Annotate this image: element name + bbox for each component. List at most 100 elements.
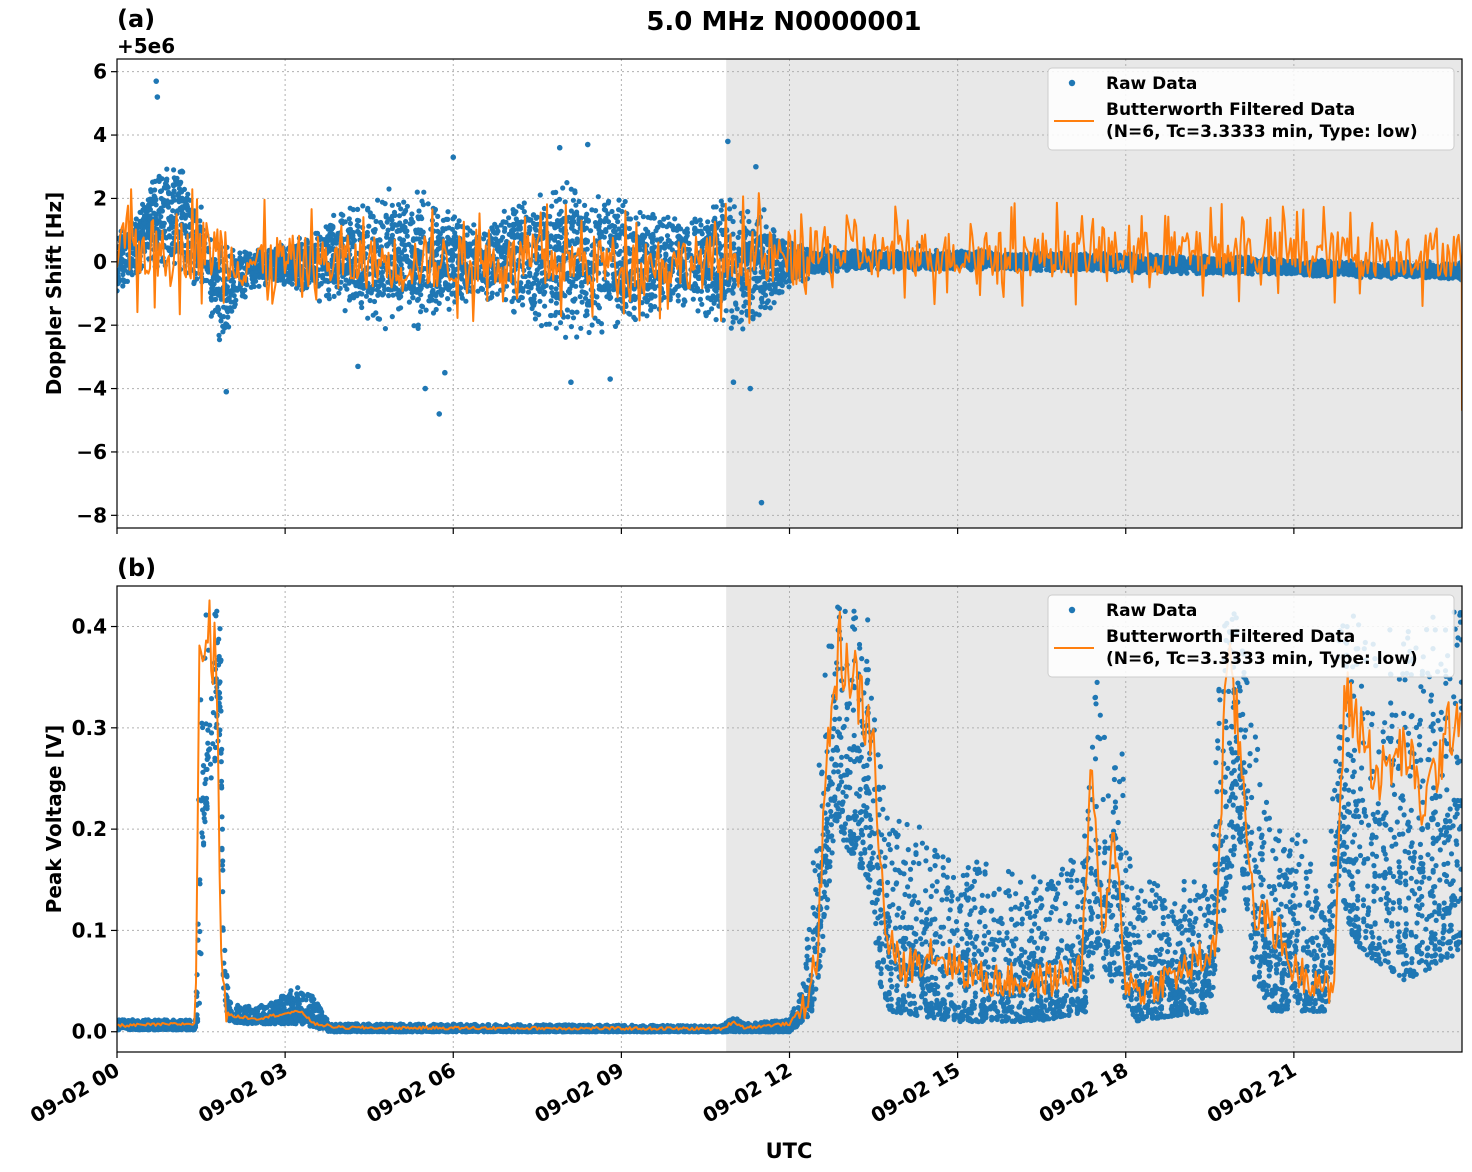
raw-data-point	[786, 284, 792, 290]
raw-data-point	[633, 215, 639, 221]
raw-data-point	[510, 308, 517, 314]
raw-data-point	[416, 208, 422, 214]
raw-data-point	[654, 225, 661, 231]
raw-data-point	[541, 205, 548, 212]
raw-data-point	[404, 228, 410, 234]
raw-data-point	[717, 220, 723, 226]
raw-data-point	[414, 189, 420, 195]
raw-data-point	[409, 211, 415, 217]
raw-data-point	[530, 301, 536, 307]
raw-data-point	[359, 304, 365, 311]
raw-data-point	[736, 319, 743, 325]
raw-data-point	[389, 202, 395, 208]
raw-data-point	[692, 226, 698, 232]
raw-data-point	[419, 303, 425, 309]
raw-data-point	[360, 203, 366, 209]
raw-data-point	[525, 289, 532, 295]
raw-data-point	[599, 329, 605, 335]
raw-data-point	[697, 296, 704, 302]
raw-data-point	[408, 216, 414, 222]
raw-data-point	[421, 189, 427, 195]
raw-data-point	[481, 236, 487, 242]
raw-data-point	[120, 283, 126, 289]
raw-data-point	[627, 311, 633, 317]
raw-data-point	[713, 204, 719, 210]
raw-data-point	[436, 300, 442, 306]
raw-data-point	[456, 218, 462, 224]
raw-data-point	[237, 250, 243, 256]
raw-data-point	[770, 227, 776, 233]
raw-data-point	[566, 290, 573, 296]
raw-data-point	[609, 208, 615, 215]
raw-data-point	[762, 292, 769, 298]
raw-data-point	[433, 222, 439, 228]
raw-data-point	[216, 337, 223, 343]
raw-data-point	[550, 190, 556, 196]
plot-area	[117, 78, 1462, 506]
x-axis-label: UTC	[766, 1139, 813, 1163]
raw-data-point	[415, 322, 421, 328]
raw-data-point	[631, 293, 637, 299]
raw-data-point	[783, 279, 789, 285]
raw-data-point	[191, 279, 197, 285]
raw-data-point	[573, 283, 579, 289]
raw-data-point	[220, 329, 226, 335]
raw-data-point	[626, 225, 633, 232]
raw-data-point	[366, 223, 372, 229]
raw-data-point	[513, 216, 519, 222]
raw-data-point	[435, 213, 441, 219]
raw-data-point	[689, 220, 695, 226]
raw-data-point	[403, 207, 409, 214]
raw-data-point	[418, 309, 424, 315]
raw-data-point	[373, 218, 379, 224]
raw-data-point	[218, 318, 224, 324]
raw-data-point	[612, 323, 619, 329]
raw-data-point	[553, 286, 559, 292]
raw-data-point	[355, 206, 361, 212]
raw-data-point	[728, 325, 734, 331]
raw-data-point	[519, 295, 525, 301]
raw-data-point	[446, 225, 452, 231]
raw-data-point	[367, 297, 373, 304]
raw-data-point	[177, 169, 183, 175]
figure-title: 5.0 MHz N0000001	[646, 7, 921, 37]
raw-data-point	[449, 290, 455, 296]
raw-data-point	[500, 234, 506, 240]
raw-data-point	[709, 306, 715, 312]
raw-data-point	[289, 281, 295, 287]
raw-data-point	[560, 185, 566, 191]
raw-data-point	[651, 215, 658, 221]
raw-data-point	[430, 310, 437, 316]
raw-data-point	[446, 306, 452, 312]
raw-data-point	[675, 298, 681, 304]
raw-data-point	[429, 297, 435, 303]
raw-data-point	[467, 228, 473, 234]
raw-data-point	[558, 208, 564, 214]
raw-data-point	[554, 291, 561, 297]
raw-data-point	[501, 208, 507, 214]
raw-data-point	[326, 287, 332, 293]
raw-data-point	[478, 285, 484, 291]
raw-data-point	[537, 298, 543, 304]
raw-data-point	[331, 212, 337, 218]
raw-data-point	[675, 292, 681, 299]
raw-data-point	[456, 223, 462, 229]
raw-data-point	[674, 227, 680, 233]
raw-data-point	[643, 226, 649, 232]
raw-data-point	[357, 290, 363, 296]
raw-data-point	[548, 298, 554, 304]
raw-data-point	[622, 198, 628, 205]
raw-data-point	[256, 283, 262, 289]
raw-data-point	[765, 298, 771, 304]
raw-data-point	[602, 207, 609, 213]
raw-data-point	[672, 216, 678, 222]
raw-data-point	[543, 321, 549, 327]
raw-data-point	[577, 294, 583, 300]
raw-data-point	[538, 323, 545, 329]
raw-data-point	[401, 199, 407, 205]
raw-data-point	[532, 316, 539, 322]
raw-data-point	[450, 216, 456, 222]
raw-data-point	[173, 178, 179, 184]
raw-data-point	[553, 309, 559, 315]
raw-data-point	[733, 300, 739, 306]
